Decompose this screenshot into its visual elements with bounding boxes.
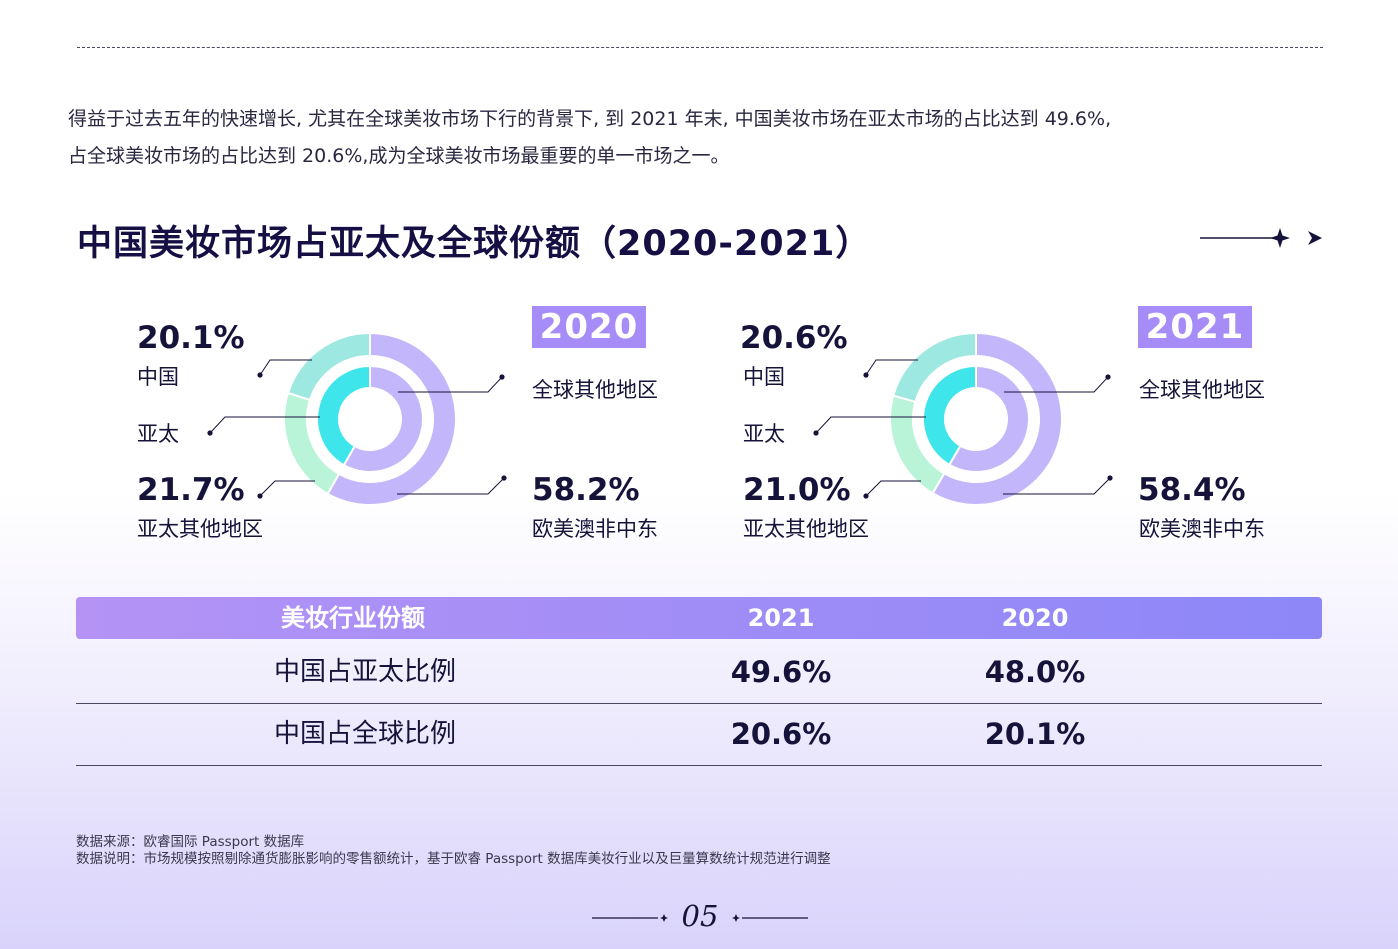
table-row-label: 中国占全球比例 [274,719,457,749]
apac-other-label: 亚太其他地区 [137,517,263,541]
outer-ring-slice [892,331,977,404]
table-cell-2020: 20.1% [984,717,1086,751]
intro-line-1: 得益于过去五年的快速增长, 尤其在全球美妆市场下行的背景下, 到 2021 年末… [68,108,1112,130]
table-cell-2021: 20.6% [730,717,832,751]
west-label: 欧美澳非中东 [532,517,658,541]
outer-ring-slice [931,331,1063,506]
data-explanation-note: 数据说明：市场规模按照剔除通货膨胀影响的零售额统计，基于欧睿 Passport … [76,851,831,867]
inner-ring-slice [316,364,371,467]
apac-leader-dot [207,430,213,436]
west-leader-line [397,477,505,495]
apac-other-leader-line [259,480,315,497]
intro-paragraph: 得益于过去五年的快速增长, 尤其在全球美妆市场下行的背景下, 到 2021 年末… [68,101,1343,175]
china-leader-dot [863,372,869,378]
global-other-leader-line [1004,376,1109,393]
west-pct-label: 58.2% [532,472,640,508]
year-badge-2021: 2021 [1138,306,1252,348]
china-label: 中国 [137,365,179,389]
table-header: 美妆行业份额 2021 2020 [76,597,1322,639]
apac-label: 亚太 [743,422,785,446]
page-footer: 05 [590,897,810,937]
table-header-2020: 2020 [1001,604,1069,632]
outer-ring-slice [326,331,457,506]
global-other-label: 全球其他地区 [1139,378,1265,402]
west-pct-label: 58.4% [1138,472,1246,508]
data-source-note: 数据来源：欧睿国际 Passport 数据库 [76,834,305,850]
west-leader-dot [501,475,507,481]
table-row: 中国占全球比例 20.6% 20.1% [76,703,1322,766]
year-badge-2020: 2020 [532,306,646,348]
apac-leader-line [209,416,320,434]
donut-chart-2021: 2021 20.6% 中国 亚太 21.0% 亚太其他地区 全球其他地区 58.… [736,295,1296,555]
west-leader-line [1003,477,1111,495]
table-header-category: 美妆行业份额 [281,604,425,632]
table-header-2021: 2021 [747,604,815,632]
table-cell-2021: 49.6% [730,655,832,689]
donut-svg-2020 [207,331,507,506]
apac-other-pct-label: 21.0% [743,472,851,508]
intro-line-2: 占全球美妆市场的占比达到 20.6%,成为全球美妆市场最重要的单一市场之一。 [68,145,730,167]
apac-other-pct-label: 21.7% [137,472,245,508]
apac-other-leader-dot [257,493,263,499]
global-other-leader-dot [1105,374,1111,380]
donut-svg-2021 [813,331,1113,506]
china-leader-line [259,359,312,376]
table-row-label: 中国占亚太比例 [274,657,457,687]
global-other-label: 全球其他地区 [532,378,658,402]
apac-leader-line [815,416,926,434]
table-row: 中国占亚太比例 49.6% 48.0% [76,641,1322,704]
page-number: 05 [681,899,719,933]
china-leader-line [865,359,918,376]
west-label: 欧美澳非中东 [1139,517,1265,541]
west-leader-dot [1107,475,1113,481]
section-title: 中国美妆市场占亚太及全球份额（2020-2021） [77,224,872,264]
global-other-leader-line [398,376,503,393]
page-number-ornament-icon [592,914,808,922]
apac-other-label: 亚太其他地区 [743,517,869,541]
apac-leader-dot [813,430,819,436]
global-other-leader-dot [499,374,505,380]
china-leader-dot [257,372,263,378]
apac-other-leader-line [865,480,921,497]
apac-label: 亚太 [137,422,179,446]
apac-other-leader-dot [863,493,869,499]
data-notes: 数据来源：欧睿国际 Passport 数据库 数据说明：市场规模按照剔除通货膨胀… [76,834,831,868]
sparkle-arrow-icon [1200,228,1322,248]
top-dashed-divider [77,47,1323,48]
china-pct-label: 20.6% [740,320,848,356]
donut-chart-2020: 2020 20.1% 中国 亚太 21.7% 亚太其他地区 全球其他地区 58.… [130,295,690,555]
china-pct-label: 20.1% [137,320,245,356]
table-cell-2020: 48.0% [984,655,1086,689]
inner-ring-slice [922,364,977,467]
outer-ring-slice [286,331,371,402]
china-label: 中国 [743,365,785,389]
